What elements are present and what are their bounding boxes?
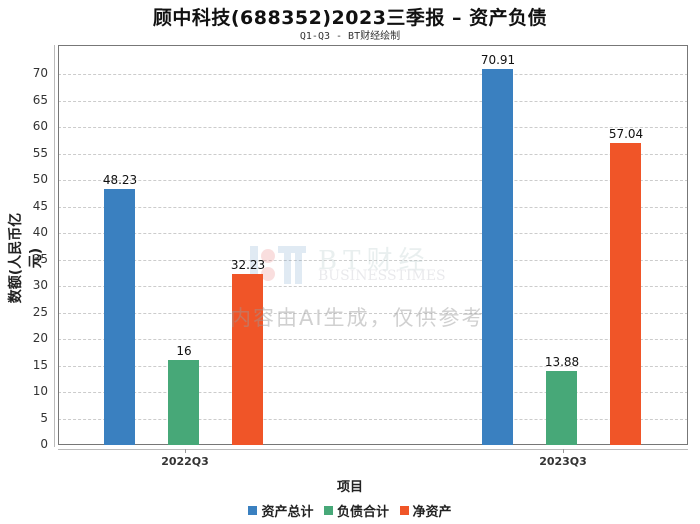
x-tick-mark (563, 449, 564, 453)
legend-swatch-icon (399, 506, 409, 515)
gridline (58, 74, 688, 75)
gridline (58, 100, 688, 102)
x-tick-2023q3: 2023Q3 (539, 455, 587, 468)
y-tick-label: 0 (40, 437, 48, 451)
y-tick-label: 15 (32, 357, 48, 372)
bar-value-label: 57.04 (608, 126, 644, 141)
legend-item-total-liabilities[interactable]: 负债合计 (323, 501, 389, 520)
y-tick-label: 45 (32, 198, 48, 213)
bar-2023q3-total-assets (482, 69, 513, 445)
bar-2023q3-net-assets (610, 142, 641, 445)
gridline (58, 339, 688, 340)
gridline (58, 312, 688, 314)
legend: 资产总计 负债合计 净资产 (0, 501, 700, 520)
x-axis-line (58, 449, 688, 450)
y-tick-label: 20 (32, 331, 48, 345)
x-axis-label: 项目 (336, 480, 363, 495)
gridline (58, 259, 688, 261)
legend-swatch-icon (323, 506, 333, 515)
gridline (58, 180, 688, 181)
gridline (58, 127, 688, 128)
y-tick-label: 60 (32, 119, 48, 133)
y-tick-label: 10 (32, 384, 48, 398)
bar-value-label: 16 (176, 344, 192, 359)
chart-subtitle: Q1-Q3 - BT财经绘制 (299, 31, 401, 42)
plot-area (58, 45, 688, 445)
ai-disclaimer-watermark: 内容由AI生成，仅供参考 (230, 306, 485, 330)
gridline (58, 392, 688, 393)
bar-2023q3-total-liabilities (546, 371, 577, 445)
y-tick-label: 25 (32, 304, 48, 319)
y-tick-label: 50 (32, 172, 48, 186)
y-tick-label: 30 (32, 278, 48, 292)
y-tick-label: 65 (32, 92, 48, 107)
gridline (58, 418, 688, 420)
bar-value-label: 13.88 (544, 355, 580, 370)
chart-title: 顾中科技(688352)2023三季报 – 资产负债 (152, 7, 548, 29)
y-tick-label: 70 (32, 66, 48, 80)
y-axis-line (54, 45, 55, 447)
legend-item-net-assets[interactable]: 净资产 (399, 501, 452, 520)
gridline (58, 206, 688, 208)
y-tick-label: 5 (40, 410, 48, 425)
legend-item-total-assets[interactable]: 资产总计 (248, 501, 313, 520)
x-tick-mark (185, 449, 186, 453)
x-tick-2022q3: 2022Q3 (161, 455, 209, 468)
gridline (58, 365, 688, 367)
legend-swatch-icon (248, 506, 258, 515)
y-tick-label: 35 (32, 251, 48, 266)
bar-2022q3-total-liabilities (168, 360, 199, 445)
bar-value-label: 70.91 (480, 53, 516, 68)
gridline (58, 153, 688, 155)
gridline (58, 286, 688, 287)
y-axis-label: 数额(人民币亿元) (8, 212, 44, 304)
bar-value-label: 32.23 (230, 258, 266, 273)
y-tick-label: 40 (32, 225, 48, 239)
y-tick-label: 55 (32, 145, 48, 160)
bar-2022q3-total-assets (104, 189, 135, 445)
bar-value-label: 48.23 (102, 173, 138, 188)
bar-2022q3-net-assets (232, 274, 263, 445)
gridline (58, 233, 688, 234)
